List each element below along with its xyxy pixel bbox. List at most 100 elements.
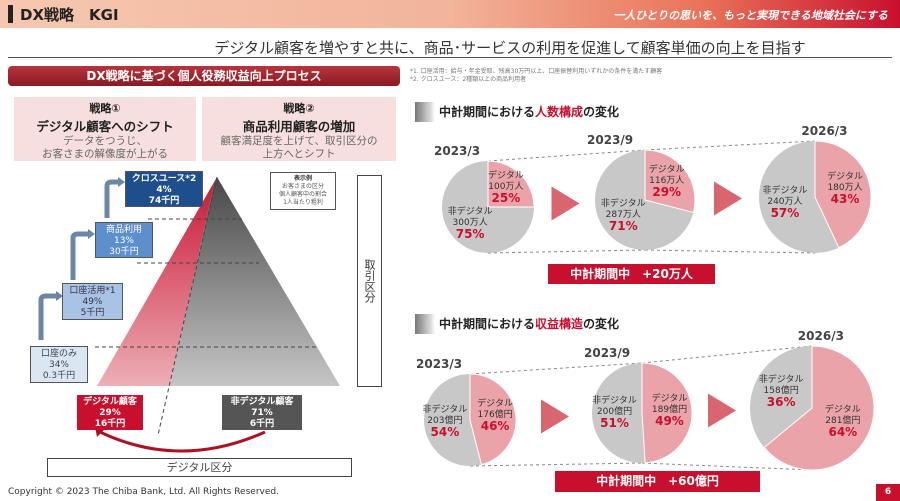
next-arrow-icon [551,186,580,221]
slice-text: 非デジタル [762,185,808,196]
connector-line [641,345,813,364]
slice-pct: 54% [430,425,460,440]
level-pct: 13% [113,236,134,246]
pie-slice-label: デジタル 100万人 25% [476,171,536,204]
connector-line [644,249,816,254]
footnote: *1. 口座活用：給与・年金受取、残高30万円以上、口座振替利用いずれかの条件を… [410,68,663,75]
level-crossuse: クロスユース*2 4% 74千円 [125,171,203,207]
page-number: 6 [876,484,900,501]
slice-pct: 46% [480,418,510,433]
segment-pct: 71% [251,408,273,418]
slice-text: 158億円 [763,386,799,397]
slice-text: デジタル [477,398,513,409]
level-name: 商品利用 [105,225,142,235]
pie-slice-digital [763,345,875,471]
pie-period-label: 2026/3 [801,124,848,138]
level-account-only: 口座のみ 34% 0.3千円 [30,346,88,383]
level-product: 商品利用 13% 30千円 [95,222,153,258]
slice-text: 287万人 [605,209,641,220]
section-highlight: 収益構造 [535,317,584,331]
segment-name: デジタル顧客 [83,397,137,407]
section-text: 中計期間における [439,317,536,331]
pie-slice-label: 非デジタル 240万人 57% [755,186,815,219]
next-arrow-icon [541,399,569,434]
copyright: Copyright © 2023 The Chiba Bank, Ltd. Al… [8,487,279,497]
slice-pct: 51% [600,415,629,430]
slice-pct: 43% [830,192,860,207]
slice-text: 203億円 [427,416,463,427]
strategy-desc: データをつうじ、 [63,135,147,147]
slice-pct: 71% [608,218,638,233]
slice-text: 176億円 [477,409,513,420]
slice-text: 200億円 [596,406,633,417]
slice-text: 非デジタル [422,405,468,416]
pie-period-label: 2026/3 [797,329,844,343]
connector-line [487,149,646,162]
pie-period-label: 2023/9 [587,133,634,147]
up-arrow [38,293,56,340]
process-banner: DX戦略に基づく個人役務収益向上プロセス [8,66,400,86]
horizontal-axis-label: デジタル区分 [47,458,352,477]
subtitle: デジタル顧客を増やすと共に、商品･サービスの利用を促進して顧客単価の向上を目指す [214,39,806,57]
slice-pct: 36% [766,395,796,410]
connector-line [644,140,816,151]
pie-slice-label: 非デジタル 287万人 71% [593,199,653,232]
pie-slice-digital [814,140,872,249]
pie-period-label: 2023/9 [584,346,631,360]
slice-pct: 29% [652,185,682,200]
segment-profit: 6千円 [249,419,275,429]
slice-pct: 64% [828,424,858,439]
segment-profit: 16千円 [94,419,126,429]
slice-text: 180万人 [827,183,863,194]
pie-slice-digital [487,160,535,208]
slogan: 一人ひとりの思いを、もっと実現できる地域社会にする [613,9,888,22]
slice-text: デジタル [827,172,863,183]
pie-slice-digital [644,149,696,214]
up-arrow [104,179,118,218]
slice-text: デジタル [487,171,524,182]
pie-slice-label: デジタル 176億円 46% [465,399,525,432]
slice-text: 非デジタル [758,375,804,386]
header-accent [8,5,13,23]
slice-pct: 75% [455,226,485,241]
level-profit: 5千円 [80,308,105,318]
slice-text: デジタル [651,394,688,405]
pie-slice-digital [641,362,693,464]
slice-text: 281億円 [825,415,861,426]
strategy-title: デジタル顧客へのシフト [36,119,174,134]
level-pct: 4% [156,185,172,195]
next-arrow-icon [714,181,742,216]
strategy-desc: 顧客満足度を上げて、取引区分の [220,135,378,147]
pie-slice-label: デジタル 116万人 29% [637,165,697,198]
footnote: *2. クロスユース：2種類以上の商品利用者 [410,76,527,83]
slice-text: デジタル [648,165,685,176]
pie-period-label: 2023/3 [434,144,481,158]
legend-line: 1人当たり粗利 [283,199,323,206]
level-account-use: 口座活用*1 49% 5千円 [62,283,123,320]
pie-slice-label: 非デジタル 200億円 51% [585,396,645,429]
strategy-2: 戦略② 商品利用顧客の増加 顧客満足度を上げて、取引区分の 上方へとシフト [202,97,396,161]
connector-line [487,249,646,254]
strategy-1: 戦略① デジタル顧客へのシフト データをつうじ、 お客さまの解像度が上がる [14,97,196,161]
level-name: クロスユース*2 [131,174,197,184]
strategy-title: 商品利用顧客の増加 [242,119,356,134]
pie-slice-digital [469,373,517,466]
pie-slice-label: 非デジタル 158億円 36% [751,375,811,408]
pie-slice-label: デジタル 180万人 43% [815,172,875,205]
pie-slice-label: デジタル 189億円 49% [639,394,699,427]
up-arrow [70,231,88,280]
section-text: 中計期間における [439,105,536,119]
pie-slice-label: 非デジタル 203億円 54% [415,405,475,438]
slice-pct: 57% [770,205,800,220]
slice-text: 300万人 [452,217,488,228]
level-profit: 0.3千円 [42,371,76,381]
strategy-desc: お客さまの解像度が上がる [42,148,168,160]
slice-text: 189億円 [651,405,688,416]
level-name: 口座活用*1 [69,286,116,296]
header-bar [0,0,900,28]
level-pct: 49% [82,297,103,307]
pie-slice-label: デジタル 281億円 64% [813,405,873,438]
section-text: の変化 [583,105,620,119]
slice-text: 240万人 [767,196,803,207]
